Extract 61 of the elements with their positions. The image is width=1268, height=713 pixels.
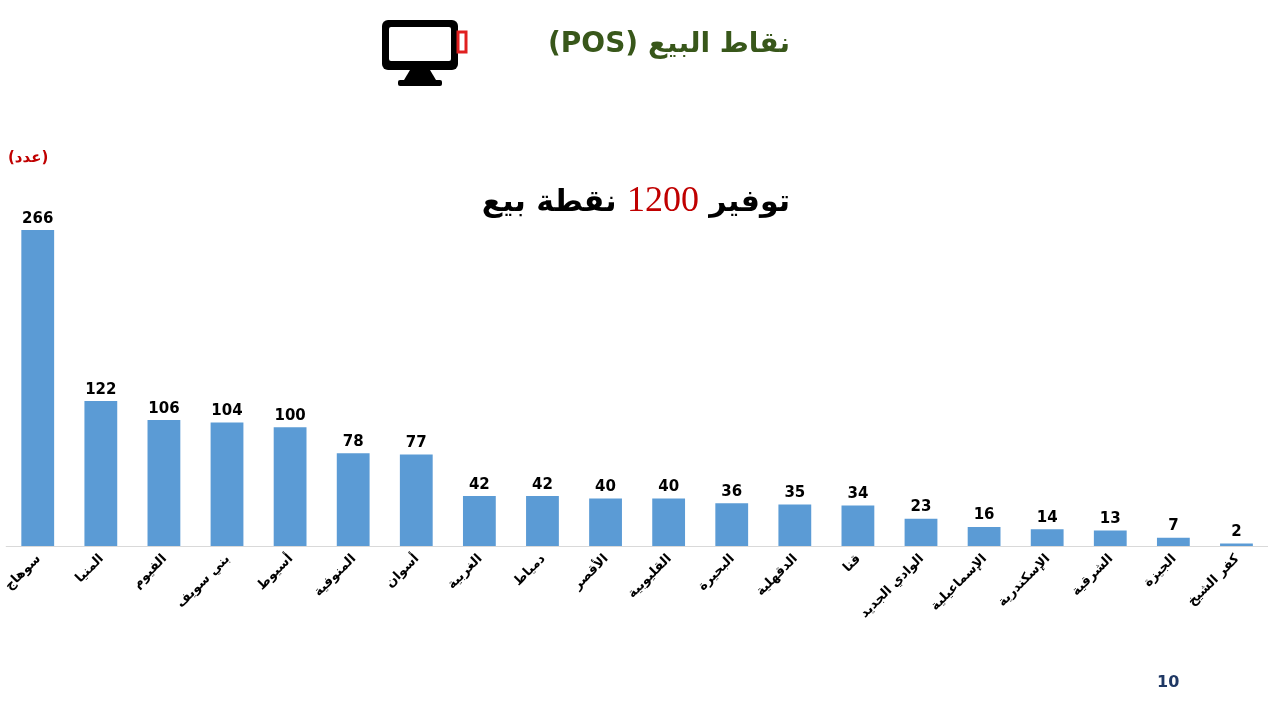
data-label: 266 — [22, 208, 54, 227]
x-tick-label: دمياط — [510, 550, 548, 589]
bar — [1093, 530, 1127, 546]
x-tick-label: المنيا — [71, 550, 107, 585]
y-axis-title: (عدد) — [8, 148, 49, 166]
data-label: 14 — [1036, 507, 1058, 526]
x-tick-label: المنوفية — [310, 550, 359, 599]
bar — [462, 496, 496, 546]
data-label: 23 — [910, 497, 932, 516]
x-tick-label: الشرقية — [1067, 550, 1116, 599]
bar — [589, 498, 622, 546]
x-tick-label: كفر الشيخ — [1183, 550, 1243, 609]
x-tick-label: القليوبية — [624, 550, 674, 601]
data-label: 35 — [784, 482, 806, 501]
data-label: 36 — [721, 481, 743, 500]
data-label: 40 — [658, 476, 680, 495]
bar — [715, 503, 749, 546]
data-label: 40 — [595, 476, 616, 495]
bar — [399, 454, 433, 546]
bar — [967, 526, 1001, 546]
bar — [21, 230, 55, 546]
data-label: 2 — [1231, 522, 1242, 541]
data-label: 13 — [1099, 509, 1121, 528]
x-tick-label: الأقصر — [568, 549, 611, 593]
x-tick-label: سوهاج — [1, 550, 44, 594]
data-label: 7 — [1168, 516, 1179, 535]
bar — [336, 453, 370, 546]
x-tick-label: الإسكندرية — [994, 550, 1053, 610]
x-tick-label: بني سويف — [172, 550, 233, 611]
bar — [1156, 537, 1190, 546]
bar — [273, 427, 307, 546]
data-label: 42 — [532, 474, 553, 493]
data-label: 78 — [342, 431, 364, 450]
bar — [652, 498, 686, 546]
data-label: 104 — [211, 400, 243, 419]
bar — [778, 504, 812, 546]
bar — [210, 422, 244, 546]
bar — [841, 505, 875, 546]
chart-title: نقاط البيع (POS) — [548, 26, 790, 59]
x-tick-label: أسوان — [381, 549, 422, 591]
x-tick-label: الفيوم — [129, 550, 170, 592]
data-label: 34 — [847, 484, 869, 503]
data-label: 106 — [148, 398, 180, 417]
data-label: 77 — [405, 433, 427, 452]
bar — [1030, 529, 1064, 546]
x-tick-label: الغربية — [443, 550, 485, 592]
bar — [147, 420, 181, 546]
x-tick-label: أسيوط — [252, 549, 296, 593]
x-tick-label: الإسماعيلية — [927, 550, 990, 614]
bar — [526, 496, 559, 546]
bar — [84, 401, 118, 546]
data-label: 122 — [85, 379, 117, 398]
x-tick-label: الدقهلية — [752, 550, 801, 599]
data-label: 100 — [274, 405, 306, 424]
x-tick-label: الجيزة — [1139, 550, 1179, 590]
data-label: 42 — [468, 474, 490, 493]
text: 10 — [1157, 672, 1180, 691]
x-tick-label: قنا — [839, 550, 864, 575]
x-tick-label: البحيرة — [694, 550, 738, 594]
bar — [904, 518, 938, 546]
data-label: 16 — [973, 505, 995, 524]
